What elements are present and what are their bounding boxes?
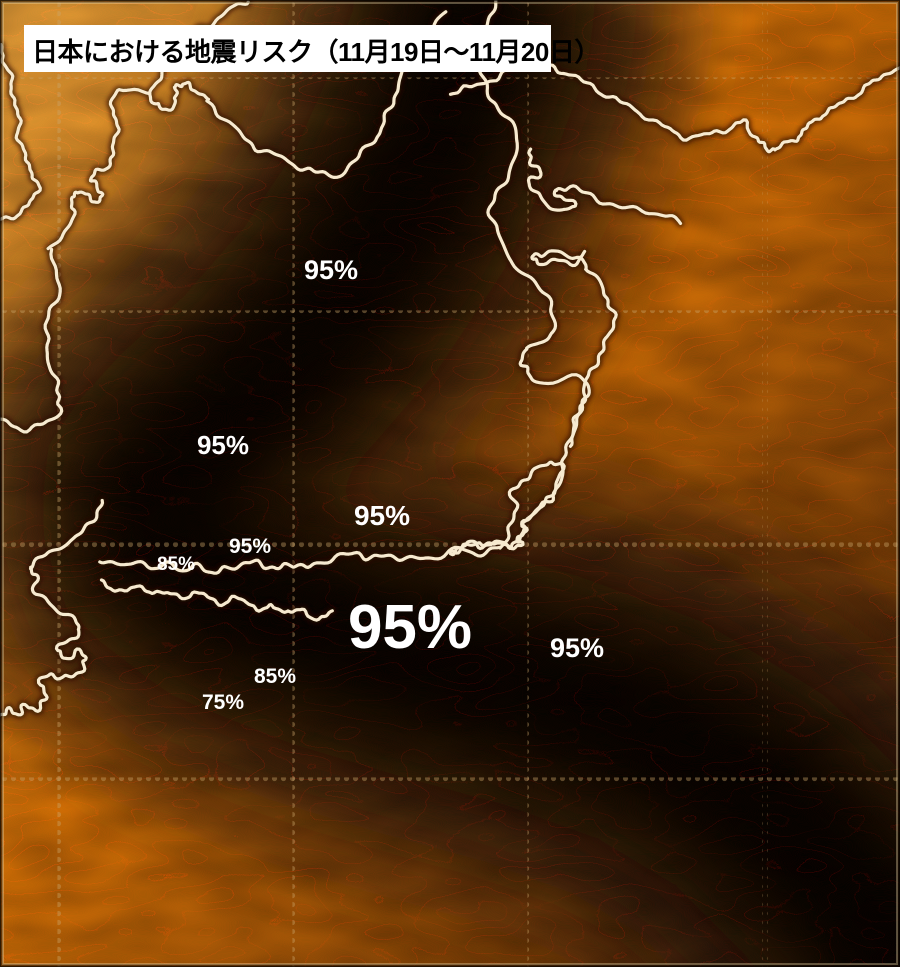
svg-text:85%: 85% [254,665,296,688]
svg-text:95%: 95% [354,500,410,531]
svg-text:95%: 95% [550,633,604,663]
svg-text:95%: 95% [229,535,271,558]
svg-text:75%: 75% [202,691,244,714]
svg-text:85%: 85% [157,554,195,575]
svg-text:95%: 95% [304,255,358,285]
svg-text:95%: 95% [348,593,472,662]
svg-text:95%: 95% [197,430,249,460]
